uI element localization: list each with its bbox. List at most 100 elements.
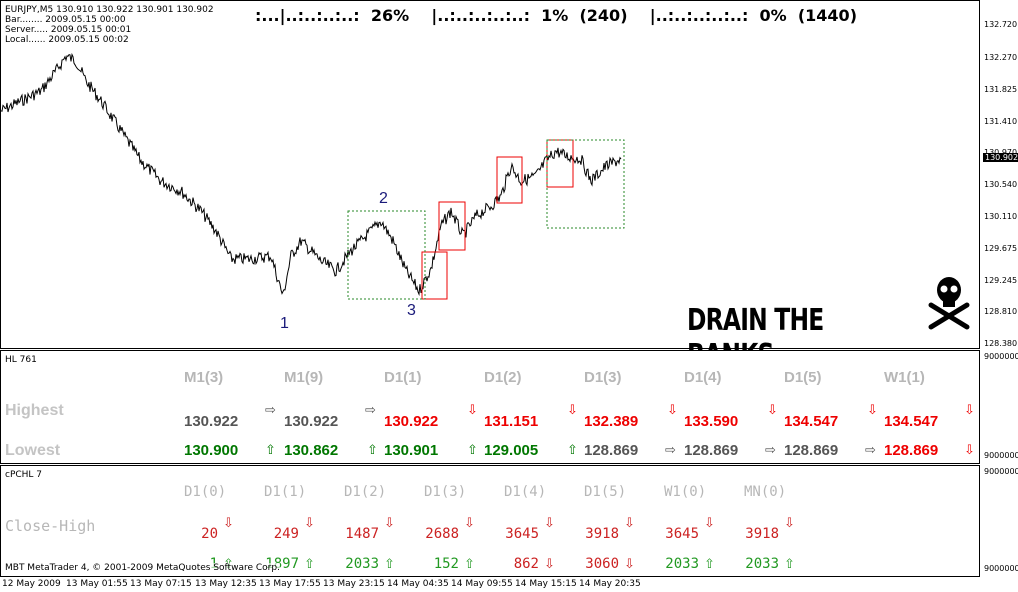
cp-col-header: D1(3) [424,484,467,500]
time-tick: 12 May 2009 [2,579,61,589]
symbol-line: EURJPY,M5 130.910 130.922 130.901 130.90… [5,5,214,15]
highest-value: 132.389 [584,413,639,430]
price-chart-panel[interactable]: EURJPY,M5 130.910 130.922 130.901 130.90… [0,0,980,373]
cp-col-header: D1(1) [264,484,307,500]
chart-info: EURJPY,M5 130.910 130.922 130.901 130.90… [5,5,214,45]
arrow-down-icon: ⇩ [964,443,975,458]
price-series-line [1,52,622,297]
close-high-value: 249 [273,526,299,542]
highest-label: Highest [5,402,64,419]
time-tick: 13 May 01:55 [66,579,128,589]
arrow-down-icon: ⇩ [624,557,635,572]
hl-col-header: D1(5) [784,369,822,386]
arrow-up-icon: ⇧ [464,557,475,572]
arrow-down-icon: ⇩ [867,403,878,418]
cp-col-header: W1(0) [664,484,707,500]
price-tick: 130.540 [984,180,1018,189]
hl-col-header: M1(3) [184,369,224,386]
time-tick: 13 May 17:55 [259,579,321,589]
arrow-down-icon: ⇩ [704,516,715,531]
progress-header: :...|..:..:..:..: 26% |..:..:..:..:..: 1… [255,6,857,25]
time-tick: 14 May 04:35 [387,579,449,589]
cpchl-indicator-panel[interactable]: cPCHL 7 Close-High D1(0) D1(1) D1(2) D1(… [0,465,980,577]
pattern-box-red [421,251,448,300]
time-tick: 13 May 12:35 [195,579,257,589]
close-low-value: 862 [513,556,539,572]
lowest-value: 130.862 [284,442,339,459]
hl-indicator-panel[interactable]: HL 761 Highest Lowest M1(3) M1(9) D1(1) … [0,350,980,464]
price-tick: 131.825 [984,85,1018,94]
highest-value: 130.922 [284,413,339,430]
local-time-line: Local...... 2009.05.15 00:02 [5,35,129,45]
arrow-down-icon: ⇩ [567,403,578,418]
hl-axis-bottom: 9000000 [984,451,1018,460]
cp-col-header: D1(4) [504,484,547,500]
hl-title: HL 761 [5,355,37,365]
arrow-up-icon: ⇧ [467,443,478,458]
time-tick: 14 May 20:35 [579,579,641,589]
cp-col-header: D1(0) [184,484,227,500]
pattern-box-red [496,156,523,204]
arrow-down-icon: ⇩ [464,516,475,531]
lowest-value: 128.869 [584,442,639,459]
arrow-down-icon: ⇩ [667,403,678,418]
price-tick: 128.380 [984,339,1018,348]
hl-col-header: D1(1) [384,369,422,386]
close-high-value: 2688 [425,526,459,542]
skull-crossbones-icon [928,277,970,330]
close-high-value: 3645 [665,526,699,542]
lowest-value: 130.900 [184,442,239,459]
price-tick: 129.245 [984,276,1018,285]
highest-value: 134.547 [884,413,939,430]
lowest-value: 128.869 [784,442,839,459]
lowest-value: 129.005 [484,442,539,459]
hl-col-header: D1(4) [684,369,722,386]
arrow-right-icon: ⇨ [365,403,376,418]
cp-axis-bottom: 9000000 [984,564,1018,573]
arrow-right-icon: ⇨ [765,443,776,458]
cp-axis-top: 9000000 [984,467,1018,476]
time-tick: 14 May 09:55 [451,579,513,589]
price-tick: 131.410 [984,117,1018,126]
arrow-down-icon: ⇩ [467,403,478,418]
close-high-value: 20 [201,526,218,542]
arrow-up-icon: ⇧ [704,557,715,572]
lowest-label: Lowest [5,442,61,459]
pattern-box-green [347,210,426,300]
cp-col-header: D1(5) [584,484,627,500]
close-low-value: 2033 [745,556,779,572]
price-tick: 132.270 [984,53,1018,62]
arrow-up-icon: ⇧ [304,557,315,572]
price-tick: 129.675 [984,244,1018,253]
close-high-value: 1487 [345,526,379,542]
arrow-right-icon: ⇨ [865,443,876,458]
arrow-down-icon: ⇩ [624,516,635,531]
close-high-value: 3918 [585,526,619,542]
arrow-down-icon: ⇩ [384,516,395,531]
arrow-up-icon: ⇧ [784,557,795,572]
close-low-value: 2033 [665,556,699,572]
highest-value: 130.922 [184,413,239,430]
close-low-value: 2033 [345,556,379,572]
arrow-up-icon: ⇧ [567,443,578,458]
cp-col-header: MN(0) [744,484,787,500]
cp-col-header: D1(2) [344,484,387,500]
copyright-text: MBT MetaTrader 4, © 2001-2009 MetaQuotes… [5,563,280,573]
lowest-value: 128.869 [684,442,739,459]
time-tick: 13 May 23:15 [323,579,385,589]
pattern-box-red [438,201,466,251]
wave-label-2: 2 [379,190,388,207]
arrow-right-icon: ⇨ [665,443,676,458]
wave-label-3: 3 [407,302,416,319]
arrow-down-icon: ⇩ [304,516,315,531]
highest-value: 130.922 [384,413,439,430]
pattern-box-green [546,139,625,229]
arrow-down-icon: ⇩ [544,516,555,531]
highest-value: 131.151 [484,413,539,430]
bar-time-line: Bar........ 2009.05.15 00:00 [5,15,126,25]
server-time-line: Server..... 2009.05.15 00:01 [5,25,132,35]
close-low-value: 3060 [585,556,619,572]
lowest-value: 128.869 [884,442,939,459]
hl-col-header: D1(3) [584,369,622,386]
highest-value: 134.547 [784,413,839,430]
